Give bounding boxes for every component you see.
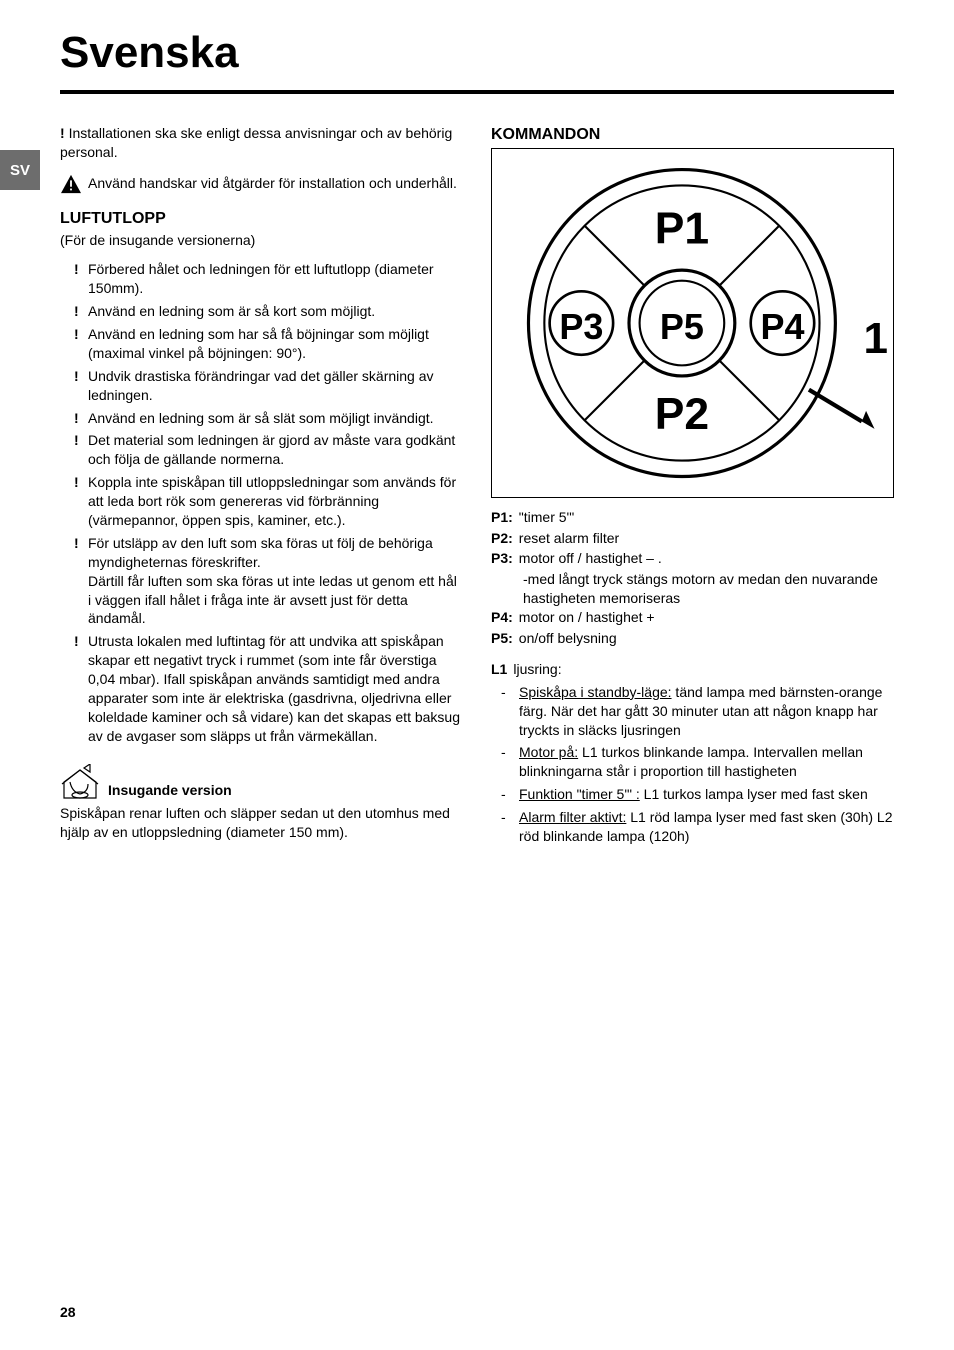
l1-val: ljusring:	[513, 660, 561, 679]
warning-icon	[60, 174, 82, 194]
list-item: Det material som ledningen är gjord av m…	[74, 431, 463, 469]
page-number: 28	[60, 1304, 76, 1320]
intro-paragraph: ! Installationen ska ske enligt dessa an…	[60, 124, 463, 162]
right-column: KOMMANDON	[491, 124, 894, 853]
control-diagram-box: P1 P2 P3 P4 P5	[491, 148, 894, 498]
list-item: Använd en ledning som är så slät som möj…	[74, 409, 463, 428]
list-item: Undvik drastiska förändringar vad det gä…	[74, 367, 463, 405]
list-item: Koppla inte spiskåpan till utloppslednin…	[74, 473, 463, 530]
luftutlopp-subtitle: (För de insugande versionerna)	[60, 231, 463, 250]
l1-item: Motor på: L1 turkos blinkande lampa. Int…	[491, 743, 894, 781]
l1-key: L1	[491, 660, 507, 679]
list-item: För utsläpp av den luft som ska föras ut…	[74, 534, 463, 628]
l1-item-underline: Alarm filter aktivt:	[519, 809, 626, 825]
version-label: Insugande version	[108, 781, 232, 800]
def-row: P3: motor off / hastighet – .	[491, 549, 894, 568]
svg-text:P3: P3	[559, 306, 603, 347]
page-title: Svenska	[60, 28, 894, 78]
def-val: on/off belysning	[519, 629, 617, 648]
def-val: motor off / hastighet – .	[519, 549, 662, 568]
instruction-list: Förbered hålet och ledningen för ett luf…	[60, 260, 463, 745]
list-item-sub: Därtill får luften som ska föras ut inte…	[88, 572, 463, 629]
diagram-callout-number: 1	[864, 309, 888, 368]
l1-item-underline: Motor på:	[519, 744, 578, 760]
def-row: P1: "timer 5'"	[491, 508, 894, 527]
l1-row: L1 ljusring:	[491, 660, 894, 679]
l1-item-rest: L1 turkos lampa lyser med fast sken	[640, 786, 868, 802]
l1-item: Spiskåpa i standby-läge: tänd lampa med …	[491, 683, 894, 740]
heading-luftutlopp: LUFTUTLOPP	[60, 208, 463, 230]
columns: ! Installationen ska ske enligt dessa an…	[60, 124, 894, 853]
warning-line: Använd handskar vid åtgärder för install…	[60, 174, 463, 194]
language-tab: SV	[0, 150, 40, 190]
def-key: P2:	[491, 529, 513, 548]
title-rule	[60, 90, 894, 94]
list-item: Förbered hålet och ledningen för ett luf…	[74, 260, 463, 298]
def-key: P5:	[491, 629, 513, 648]
def-row: P2: reset alarm filter	[491, 529, 894, 548]
svg-text:P1: P1	[655, 204, 709, 253]
version-text: Spiskåpan renar luften och släpper sedan…	[60, 804, 463, 842]
control-diagram: P1 P2 P3 P4 P5	[502, 159, 883, 487]
warning-text: Använd handskar vid åtgärder för install…	[88, 174, 457, 193]
l1-item-underline: Spiskåpa i standby-läge:	[519, 684, 672, 700]
list-item: Använd en ledning som är så kort som möj…	[74, 302, 463, 321]
def-val: reset alarm filter	[519, 529, 619, 548]
def-val: "timer 5'"	[519, 508, 574, 527]
version-row: Insugande version	[60, 764, 463, 800]
left-column: ! Installationen ska ske enligt dessa an…	[60, 124, 463, 853]
def-key: P4:	[491, 608, 513, 627]
l1-item: Alarm filter aktivt: L1 röd lampa lyser …	[491, 808, 894, 846]
house-arrow-icon	[60, 764, 100, 800]
def-key: P3:	[491, 549, 513, 568]
list-item: Använd en ledning som har så få böjninga…	[74, 325, 463, 363]
heading-kommandon: KOMMANDON	[491, 124, 894, 146]
list-item-text: För utsläpp av den luft som ska föras ut…	[88, 535, 433, 570]
svg-text:P2: P2	[655, 389, 709, 438]
page: Svenska SV ! Installationen ska ske enli…	[0, 0, 954, 1350]
svg-text:P4: P4	[760, 306, 804, 347]
l1-item: Funktion "timer 5'" : L1 turkos lampa ly…	[491, 785, 894, 804]
def-sub: -med långt tryck stängs motorn av medan …	[491, 570, 894, 608]
def-key: P1:	[491, 508, 513, 527]
def-val: motor on / hastighet +	[519, 608, 655, 627]
svg-text:P5: P5	[660, 306, 704, 347]
def-row: P4: motor on / hastighet +	[491, 608, 894, 627]
intro-text: Installationen ska ske enligt dessa anvi…	[60, 125, 452, 160]
list-item: Utrusta lokalen med luftintag för att un…	[74, 632, 463, 745]
l1-item-underline: Funktion "timer 5'" :	[519, 786, 640, 802]
l1-list: Spiskåpa i standby-läge: tänd lampa med …	[491, 683, 894, 846]
definitions: P1: "timer 5'" P2: reset alarm filter P3…	[491, 508, 894, 846]
def-row: P5: on/off belysning	[491, 629, 894, 648]
